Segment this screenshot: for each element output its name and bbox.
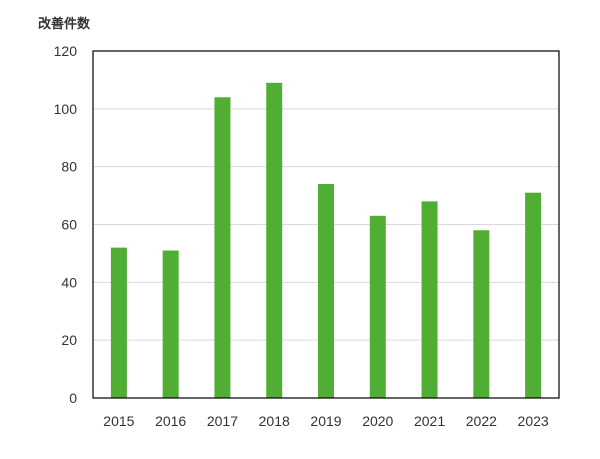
x-tick-label: 2019 bbox=[310, 413, 341, 429]
x-tick-label: 2020 bbox=[362, 413, 393, 429]
bar-2019 bbox=[318, 184, 334, 398]
bar-2016 bbox=[162, 250, 179, 398]
bar-2018 bbox=[266, 82, 283, 398]
bar-2023 bbox=[525, 192, 542, 398]
x-tick-label: 2018 bbox=[259, 413, 290, 429]
y-tick-label: 20 bbox=[61, 332, 77, 348]
plot-frame bbox=[92, 50, 560, 399]
x-tick-label: 2023 bbox=[518, 413, 549, 429]
x-tick-label: 2022 bbox=[466, 413, 497, 429]
y-tick-label: 60 bbox=[61, 217, 77, 233]
y-tick-label: 120 bbox=[54, 43, 78, 59]
y-axis-ticks: 0 20 40 60 80 100 120 bbox=[54, 43, 78, 406]
bar-2021 bbox=[421, 201, 438, 398]
x-axis-ticks: 2015 2016 2017 2018 2019 2020 2021 2022 2023 bbox=[103, 413, 549, 429]
y-tick-label: 0 bbox=[69, 390, 77, 406]
x-tick-label: 2021 bbox=[414, 413, 445, 429]
bar-2015 bbox=[110, 247, 127, 398]
x-tick-label: 2017 bbox=[207, 413, 238, 429]
bar-2022 bbox=[473, 230, 490, 398]
y-tick-label: 80 bbox=[61, 159, 77, 175]
y-axis-label: 改善件数 bbox=[38, 16, 91, 32]
y-tick-label: 100 bbox=[54, 101, 78, 117]
x-tick-label: 2016 bbox=[155, 413, 186, 429]
y-tick-label: 40 bbox=[61, 274, 77, 290]
bars bbox=[110, 82, 542, 399]
bar-2020 bbox=[369, 215, 386, 398]
x-tick-label: 2015 bbox=[103, 413, 134, 429]
bar-2017 bbox=[214, 97, 231, 399]
